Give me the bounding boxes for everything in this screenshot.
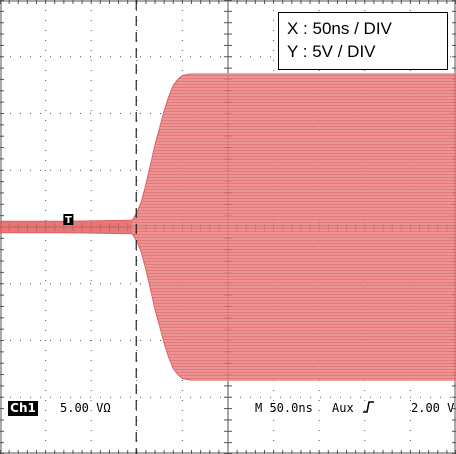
y-scale-label: Y : 5V / DIV [287,42,376,61]
trigger-source: Aux [332,401,354,415]
timebase-readout: M 50.0ns [255,401,313,415]
markers: T [63,0,137,454]
channel-scale: 5.00 VΩ [60,401,111,415]
channel-badge: Ch1 [8,401,38,416]
x-scale-label: X : 50ns / DIV [287,19,392,38]
signal-trace [0,73,456,381]
trigger-marker-box [63,214,74,225]
scale-annotation-box: X : 50ns / DIV Y : 5V / DIV [278,12,448,70]
trigger-marker-label: T [65,215,72,226]
trigger-level: 2.00 V [411,401,455,415]
